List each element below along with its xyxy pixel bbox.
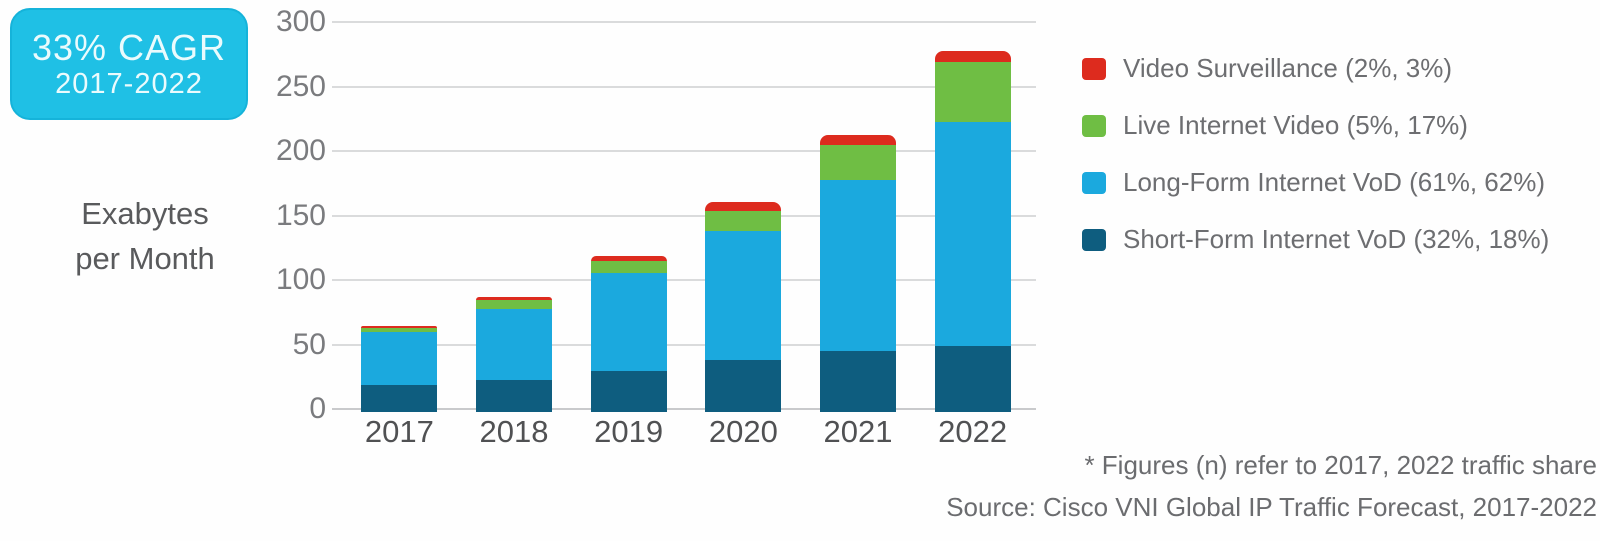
- legend-swatch-icon: [1082, 114, 1106, 137]
- bar-segment: [361, 384, 438, 412]
- legend-swatch-icon: [1082, 171, 1106, 194]
- legend-label: Live Internet Video (5%, 17%): [1123, 110, 1468, 140]
- plot-area: [332, 21, 1036, 412]
- gridline: [332, 150, 1036, 152]
- y-tick-label: 150: [275, 198, 326, 232]
- legend-label: Long-Form Internet VoD (61%, 62%): [1123, 167, 1545, 197]
- footnote-source: Source: Cisco VNI Global IP Traffic Fore…: [946, 492, 1597, 522]
- cagr-years: 2017-2022: [55, 68, 203, 101]
- cagr-badge: 33% CAGR 2017-2022: [10, 8, 248, 120]
- x-tick-label-2018: 2018: [479, 414, 549, 449]
- bar-segment: [476, 299, 552, 309]
- bar-segment: [934, 50, 1011, 63]
- legend: Video Surveillance (2%, 3%) Live Internet…: [1082, 53, 1549, 255]
- y-tick-label: 100: [275, 263, 326, 296]
- bar-segment: [590, 261, 667, 273]
- stacked-bar-2022: [934, 50, 1011, 412]
- bar-segment: [476, 308, 552, 380]
- bar-segment: [476, 379, 552, 412]
- bar-segment: [705, 210, 782, 232]
- stacked-bar-2017: [361, 325, 438, 412]
- footnote-traffic-share: * Figures (n) refer to 2017, 2022 traffi…: [1084, 450, 1597, 480]
- legend-item: Video Surveillance (2%, 3%): [1082, 53, 1549, 84]
- y-tick-label: 200: [275, 134, 326, 167]
- bar-segment: [590, 370, 667, 412]
- bar-segment: [934, 346, 1011, 412]
- x-tick-label-2017: 2017: [364, 414, 434, 449]
- legend-swatch-icon: [1082, 228, 1106, 251]
- y-tick-label: 0: [309, 392, 326, 425]
- y-axis-labels: 0 50 100 150 200 250 300: [240, 7, 326, 424]
- bar-segment: [361, 325, 438, 329]
- x-tick-label-2019: 2019: [594, 414, 664, 449]
- gridline: [332, 343, 1036, 346]
- x-tick-label-2022: 2022: [938, 414, 1008, 449]
- bar-segment: [361, 332, 438, 385]
- legend-item: Long-Form Internet VoD (61%, 62%): [1082, 167, 1549, 198]
- bar-segment: [934, 62, 1011, 122]
- bar-segment: [820, 134, 896, 145]
- stacked-bar-2019: [590, 255, 667, 412]
- x-tick-label-2020: 2020: [708, 414, 778, 449]
- gridline: [332, 21, 1036, 23]
- legend-item: Short-Form Internet VoD (32%, 18%): [1082, 224, 1549, 255]
- gridline: [332, 85, 1036, 88]
- bar-segment: [820, 144, 896, 180]
- stacked-bar-2018: [476, 297, 552, 412]
- x-axis-baseline: [332, 408, 1036, 410]
- cagr-value: 33% CAGR: [31, 26, 227, 68]
- bar-segment: [820, 351, 896, 412]
- bar-segment: [705, 231, 782, 361]
- bar-segment: [705, 201, 782, 211]
- x-tick-label-2021: 2021: [823, 414, 893, 449]
- gridline: [332, 279, 1036, 281]
- legend-label: Short-Form Internet VoD (32%, 18%): [1123, 224, 1550, 254]
- y-axis-unit-label: Exabytes per Month: [30, 192, 260, 282]
- y-axis-unit-line1: Exabytes: [81, 196, 209, 231]
- bar-segment: [590, 272, 667, 371]
- legend-swatch-icon: [1082, 57, 1106, 80]
- x-axis-labels: 2017 2018 2019 2020 2021 2022: [342, 414, 1030, 450]
- bar-segment: [361, 328, 438, 333]
- bar-segment: [476, 297, 552, 300]
- y-tick-label: 300: [275, 5, 326, 38]
- y-axis-unit-line2: per Month: [75, 240, 215, 276]
- bar-segment: [705, 360, 782, 412]
- bar-segment: [820, 179, 896, 352]
- bar-segment: [590, 255, 667, 262]
- y-tick-label: 50: [292, 327, 326, 361]
- gridline: [332, 214, 1036, 217]
- stacked-bar-2021: [820, 134, 896, 412]
- y-tick-label: 250: [275, 69, 326, 103]
- stacked-bar-2020: [705, 201, 782, 412]
- legend-label: Video Surveillance (2%, 3%): [1123, 53, 1453, 83]
- legend-item: Live Internet Video (5%, 17%): [1082, 110, 1549, 141]
- bar-segment: [934, 121, 1011, 347]
